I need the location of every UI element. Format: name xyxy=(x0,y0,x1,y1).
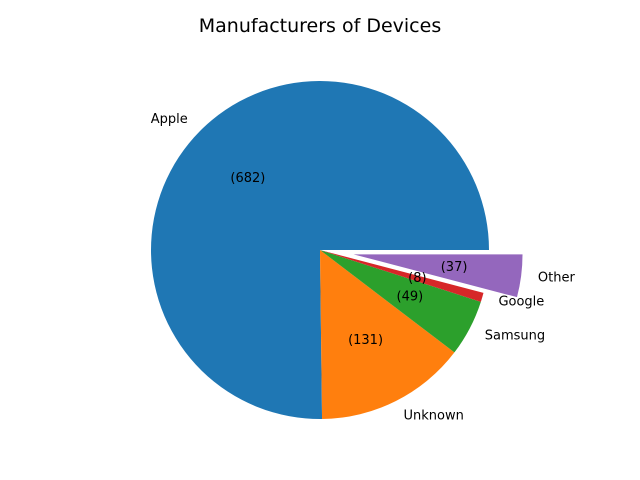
slice-value-label-other: (37) xyxy=(441,260,468,275)
chart-title: Manufacturers of Devices xyxy=(199,15,441,37)
pie-slices xyxy=(151,81,523,420)
slice-label-samsung: Samsung xyxy=(485,329,545,344)
pie-labels: Apple (682) Unknown (131) Samsung (49) Google (… xyxy=(151,112,576,424)
pie-slice-apple xyxy=(151,81,489,420)
slice-label-unknown: Unknown xyxy=(404,409,464,424)
slice-value-label-apple: (682) xyxy=(230,171,265,186)
slice-label-google: Google xyxy=(498,295,544,310)
slice-label-apple: Apple xyxy=(151,112,188,127)
pie-slice-unknown xyxy=(320,250,455,419)
slice-value-label-google: (8) xyxy=(408,271,426,286)
slice-value-label-samsung: (49) xyxy=(397,289,424,304)
slice-label-other: Other xyxy=(538,271,576,286)
pie-slice-google xyxy=(320,250,484,302)
pie-slice-samsung xyxy=(320,250,481,353)
slice-value-label-unknown: (131) xyxy=(348,333,383,348)
pie-slice-other xyxy=(353,254,523,298)
